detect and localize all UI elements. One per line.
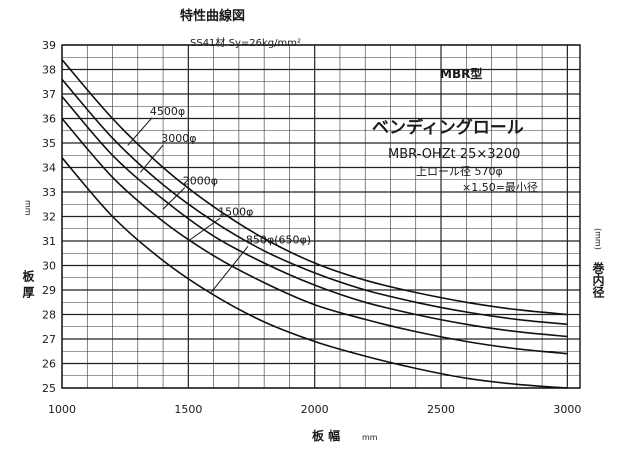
series-label-4: 850φ(650φ) — [246, 233, 311, 246]
series-line-3 — [61, 117, 568, 355]
y-tick-label: 32 — [42, 211, 56, 224]
curves — [61, 59, 568, 389]
x-tick-label: 2500 — [427, 403, 455, 416]
axes: 25 26 27 28 29 30 31 32 33 34 35 36 37 38 39 1000 1500 20… — [42, 39, 581, 416]
series-leader-4 — [210, 246, 249, 293]
y-tick-label: 39 — [42, 39, 56, 52]
y-axis-unit: mm — [24, 200, 33, 216]
y-tick-label: 29 — [42, 284, 56, 297]
x-tick-label: 1000 — [48, 403, 76, 416]
series-label-2: 2000φ — [183, 175, 218, 188]
series-leader-1 — [139, 144, 164, 173]
series-line-4 — [61, 157, 568, 389]
series-line-0 — [61, 59, 568, 316]
series-leader-0 — [127, 117, 153, 146]
x-axis-label-text: 板 幅 — [312, 428, 340, 443]
series-label-0: 4500φ — [150, 105, 185, 118]
y-tick-label: 28 — [42, 309, 56, 322]
y-tick-label: 37 — [42, 88, 56, 101]
right-axis-unit: (mm) — [594, 228, 603, 250]
x-tick-label: 2000 — [301, 403, 329, 416]
chart-title: 特性曲線図 — [180, 8, 245, 24]
y-tick-label: 35 — [42, 137, 56, 150]
y-tick-label: 31 — [42, 235, 56, 248]
chart-subtitle: SS41材 Sy=26kg/mm² — [190, 36, 301, 49]
machine-name: ベンディングロール — [372, 117, 524, 138]
y-tick-label: 33 — [42, 186, 56, 199]
right-axis-label: 巻内径 (mm) — [591, 228, 605, 299]
model-tag: MBR型 — [440, 66, 482, 81]
roll-note-1: 上ロール径 570φ — [416, 165, 503, 178]
x-tick-label: 3000 — [553, 403, 581, 416]
y-tick-label: 34 — [42, 162, 56, 175]
plot-frame — [61, 44, 581, 389]
series-line-2 — [61, 95, 568, 338]
x-axis-unit: mm — [362, 433, 378, 442]
y-axis-label: 板 厚 mm — [21, 200, 35, 299]
series-label-1: 3000φ — [161, 132, 196, 145]
model-number: MBR-OHZt 25×3200 — [388, 147, 520, 162]
series-leader-2 — [162, 187, 186, 210]
y-tick-label: 36 — [42, 113, 56, 126]
y-tick-label: 26 — [42, 358, 56, 371]
x-axis-label: 板 幅 mm — [312, 428, 378, 443]
right-axis-label-text: 巻内径 — [591, 261, 605, 299]
y-tick-label: 38 — [42, 64, 56, 77]
y-axis-label-text: 板 厚 — [21, 269, 35, 299]
roll-note-2: ×1.50=最小径 — [462, 181, 538, 194]
series-leader-3 — [188, 217, 221, 242]
series-labels: 4500φ 3000φ 2000φ 1500φ 850φ(650φ) — [127, 105, 311, 293]
series-line-1 — [61, 78, 568, 326]
grid — [61, 44, 580, 389]
series-label-3: 1500φ — [218, 205, 253, 218]
y-tick-label: 25 — [42, 382, 56, 395]
y-tick-label: 30 — [42, 260, 56, 273]
x-tick-label: 1500 — [174, 403, 202, 416]
y-tick-label: 27 — [42, 333, 56, 346]
